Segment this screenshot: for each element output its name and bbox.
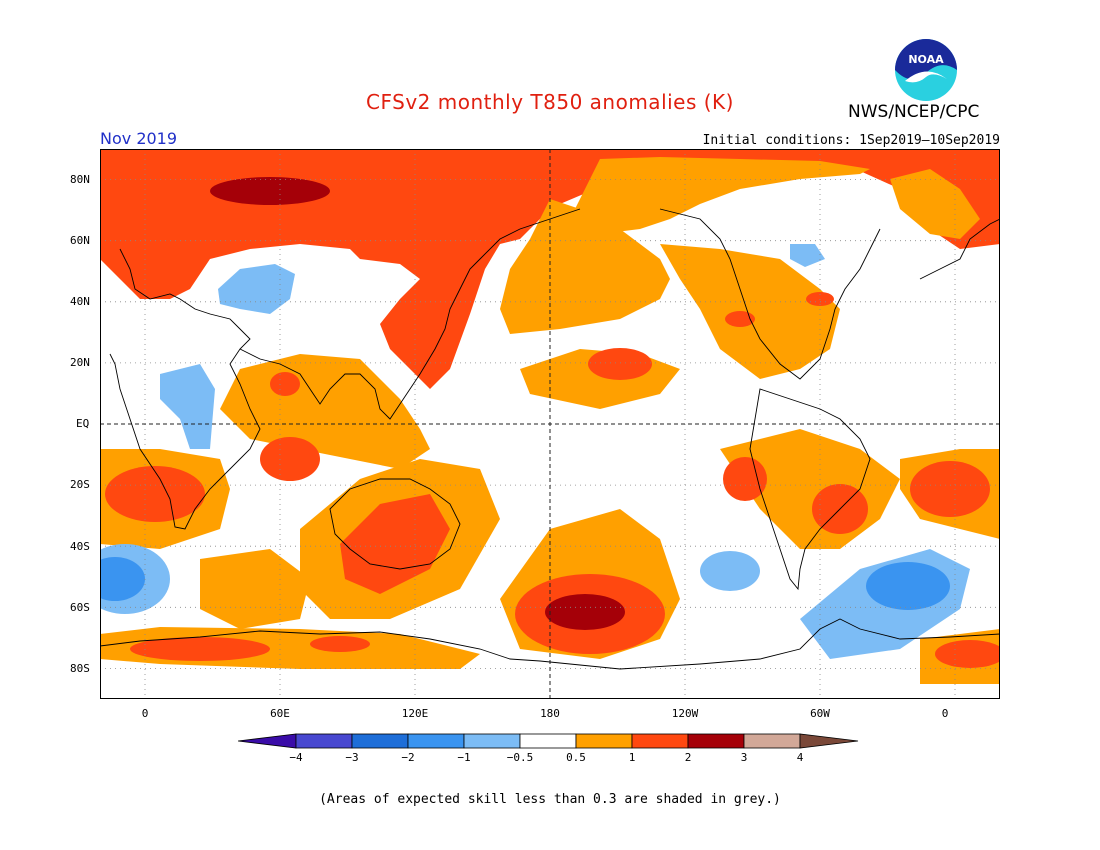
anomaly-region-antarctica-east-red [935, 640, 1000, 668]
agency-label: NWS/NCEP/CPC [848, 102, 980, 122]
lat-label-40s: 40S [70, 540, 90, 553]
equator-dateline [100, 149, 1000, 699]
lat-label-60s: 60S [70, 601, 90, 614]
anomaly-region-indian-ocean-south [200, 549, 310, 629]
anomaly-region-north-america [660, 244, 840, 379]
lon-label-120e: 120E [401, 707, 429, 720]
anomaly-region-peru-red [723, 457, 767, 501]
footnote: (Areas of expected skill less than 0.3 a… [319, 792, 781, 807]
colorbar-tick-label: 3 [740, 751, 748, 764]
colorbar-tick-label: −4 [289, 751, 303, 764]
lat-label-20n: 20N [70, 356, 90, 369]
lon-label-180: 180 [540, 707, 560, 720]
valid-month: Nov 2019 [100, 129, 178, 148]
colorbar-tick-label: 1 [628, 751, 636, 764]
anomaly-region-greenland [890, 169, 980, 239]
anomaly-region-west-southern-ocean-core [100, 557, 145, 601]
colorbar-tick-label: 2 [684, 751, 692, 764]
noaa-logo-text: NOAA [908, 53, 944, 66]
colorbar-tick-label: −1 [457, 751, 471, 764]
initial-conditions: Initial conditions: 1Sep2019–10Sep2019 [702, 133, 1000, 148]
anomaly-region-south-pacific-blue [700, 551, 760, 591]
colorbar-tick-label: −0.5 [506, 751, 534, 764]
anomaly-region-canada-blue [790, 244, 825, 267]
anomaly-region-north-atlantic [570, 157, 870, 234]
lat-label-60n: 60N [70, 234, 90, 247]
anomaly-fields [100, 149, 1000, 684]
anomaly-region-subtropical-pacific [588, 348, 652, 380]
colorbar-max-triangle [799, 733, 859, 749]
colorbar [238, 733, 859, 749]
anomaly-region-arabia-red [270, 372, 300, 396]
noaa-logo: NOAA [895, 39, 957, 101]
anomaly-region-south-pacific-core [545, 594, 625, 630]
anomaly-region-north-pacific [500, 199, 670, 334]
colorbar-tick-label: 0.5 [566, 751, 586, 764]
lon-label-60e: 60E [270, 707, 290, 720]
anomaly-region-arctic [100, 149, 1000, 389]
colorbar-tick-label: −2 [401, 751, 415, 764]
anomaly-map [100, 149, 1000, 699]
lat-label-80n: 80N [70, 173, 90, 186]
colorbar-segment [743, 733, 801, 749]
lat-label-40n: 40N [70, 295, 90, 308]
anomaly-region-antarctica-red-2 [310, 636, 370, 652]
colorbar-segment [407, 733, 465, 749]
lat-label-eq: EQ [76, 417, 90, 430]
anomaly-region-east-africa-blue [160, 364, 215, 449]
anomaly-region-india-ocean-red [260, 437, 320, 481]
anomaly-region-australia-red [340, 494, 450, 594]
colorbar-segment [351, 733, 409, 749]
lon-label-0: 0 [141, 707, 149, 720]
lat-label-80s: 80S [70, 662, 90, 675]
anomaly-region-us-south [725, 311, 755, 327]
colorbar-min-triangle [238, 733, 297, 749]
lon-label-120w: 120W [671, 707, 699, 720]
colorbar-segment [631, 733, 689, 749]
anomaly-region-atlantic-south-red [910, 461, 990, 517]
colorbar-segment [463, 733, 521, 749]
anomaly-region-antarctica-red [130, 637, 270, 661]
colorbar-segment [687, 733, 745, 749]
lat-label-20s: 20S [70, 478, 90, 491]
anomaly-region-south-atlantic-core [866, 562, 950, 610]
colorbar-tick-label: 4 [796, 751, 804, 764]
colorbar-segment [575, 733, 633, 749]
chart-title: CFSv2 monthly T850 anomalies (K) [366, 90, 734, 114]
colorbar-segment [519, 733, 577, 749]
colorbar-segment [295, 733, 353, 749]
colorbar-tick-label: −3 [345, 751, 359, 764]
coastlines [100, 208, 1000, 670]
lon-label-60w: 60W [810, 707, 830, 720]
anomaly-region-southern-africa-red [105, 466, 205, 522]
anomaly-region-siberia [210, 177, 330, 205]
lon-label-0-east: 0 [941, 707, 949, 720]
